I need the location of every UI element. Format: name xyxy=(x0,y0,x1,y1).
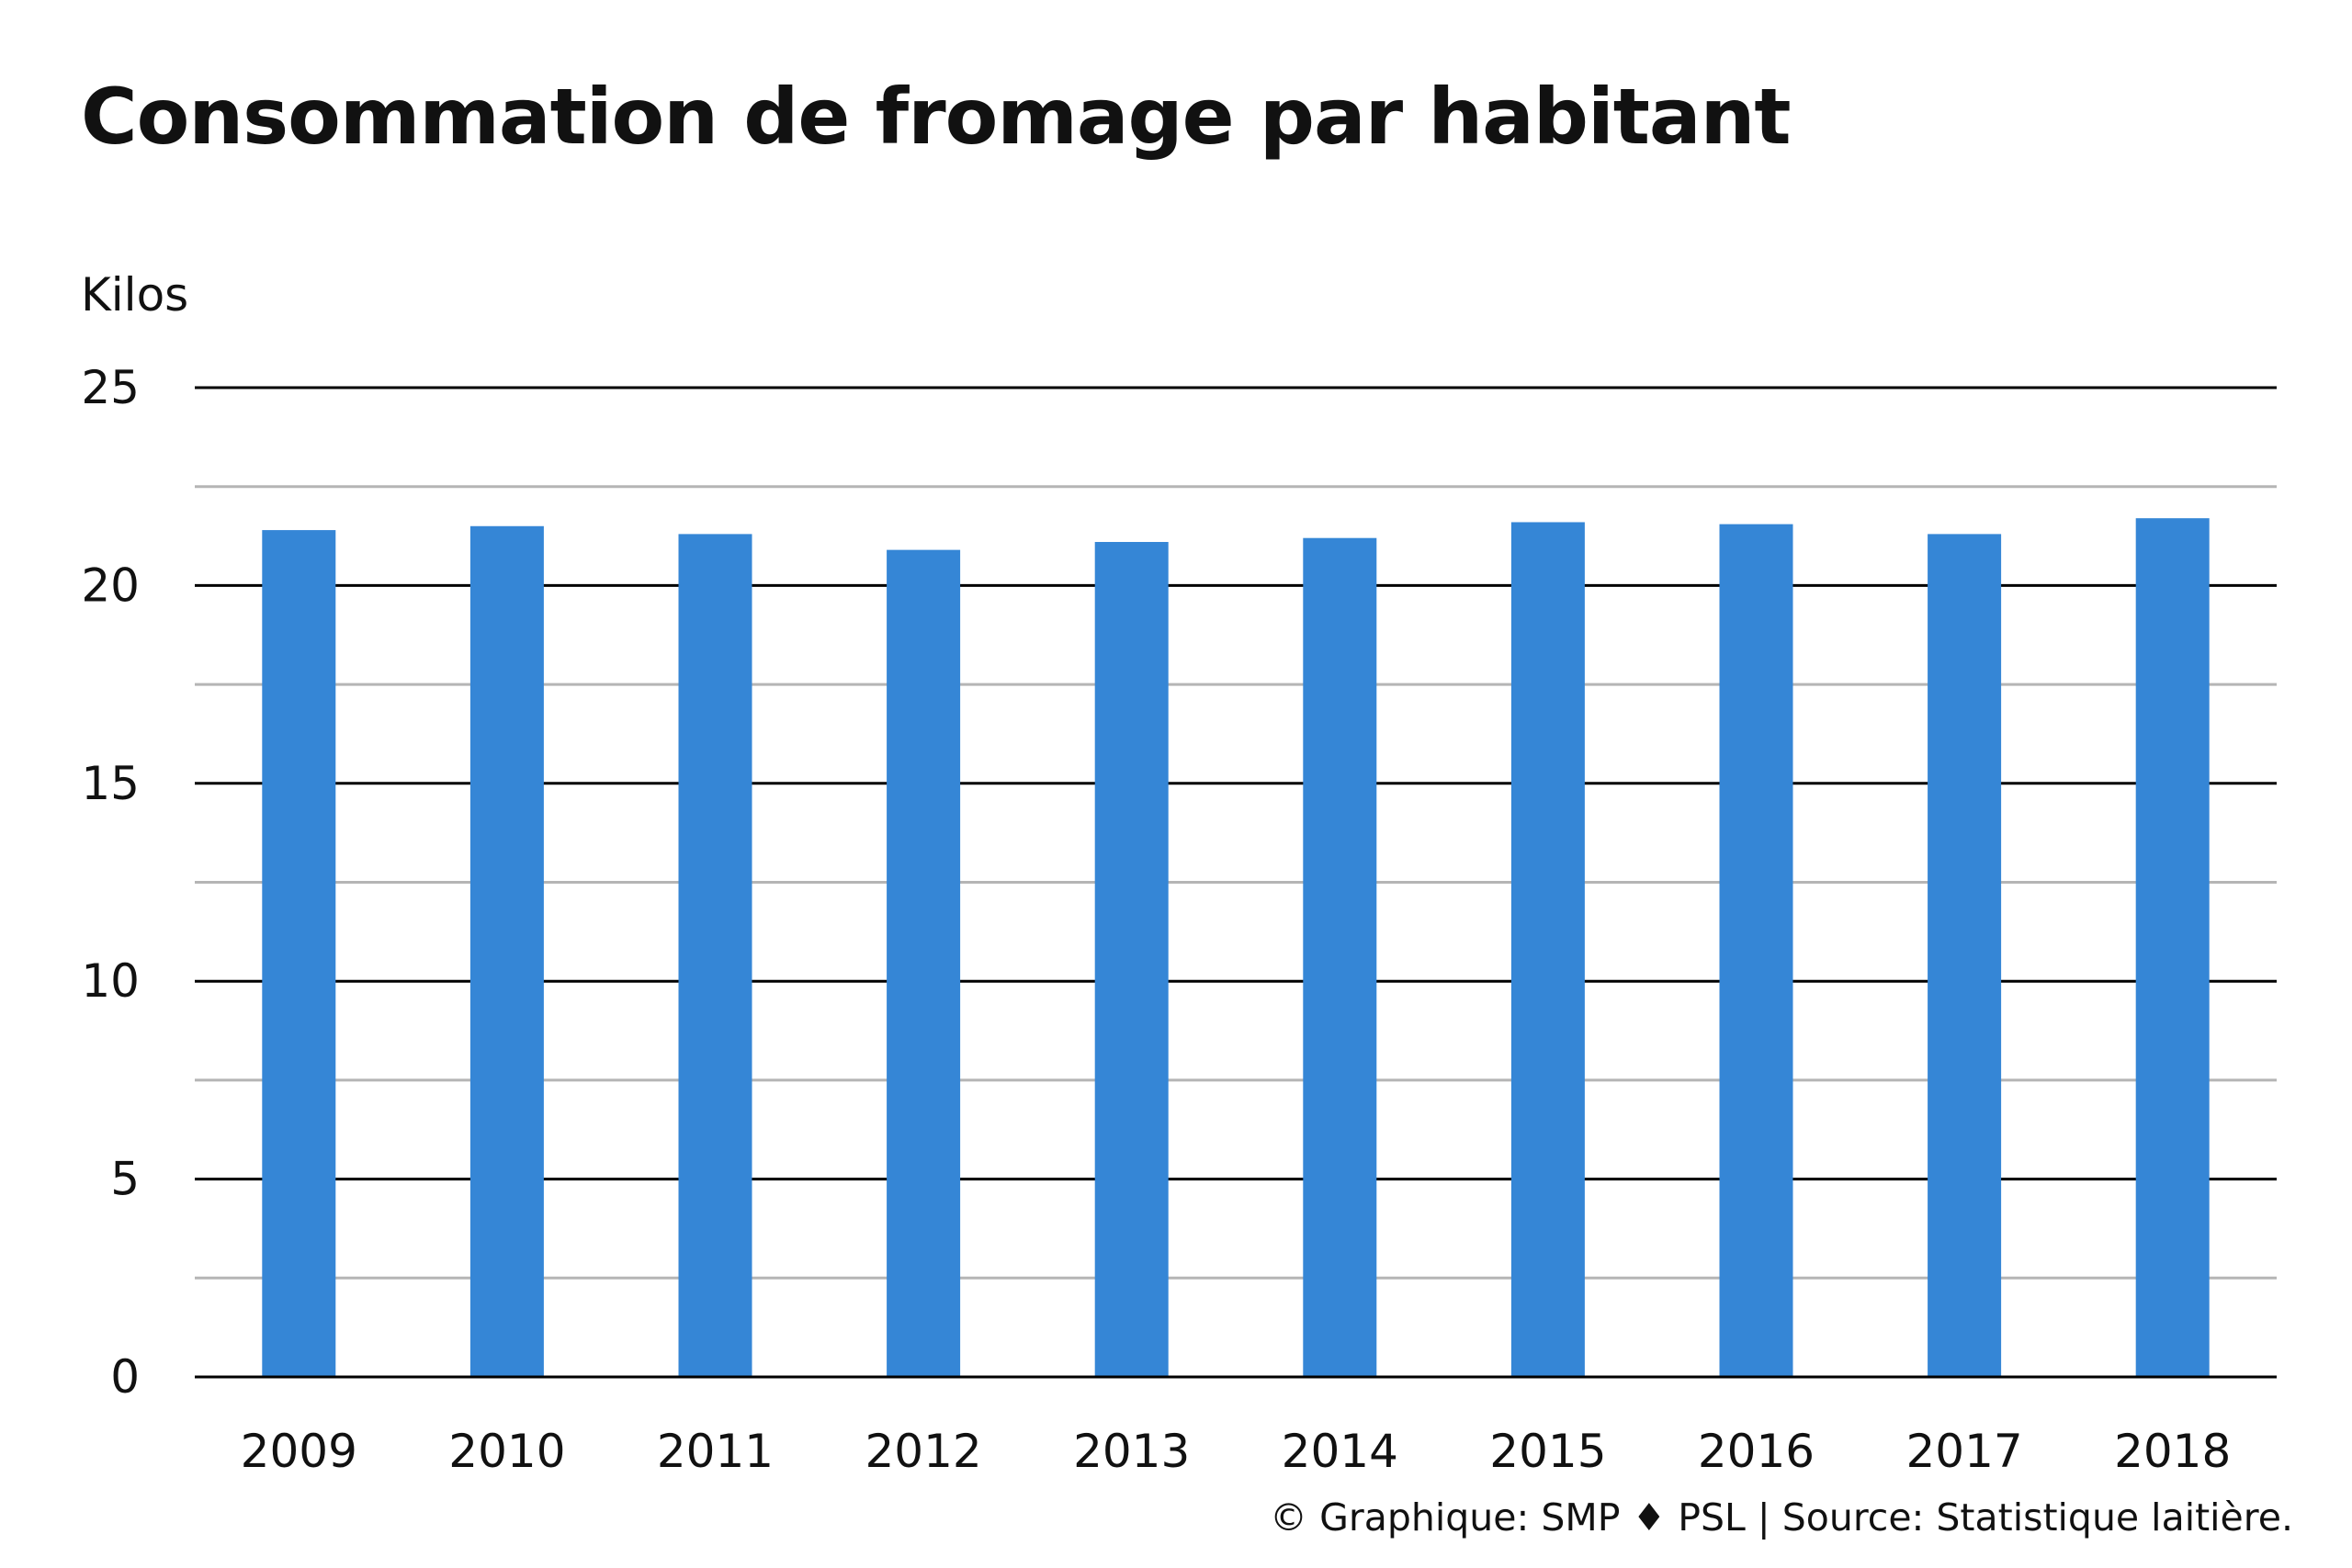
y-tick-label: 5 xyxy=(110,1153,140,1206)
y-axis-unit-label: Kilos xyxy=(81,268,189,321)
y-tick-label: 15 xyxy=(81,757,140,810)
bar-2015 xyxy=(1510,522,1585,1377)
bar-2013 xyxy=(1094,542,1169,1377)
source-credit: © Graphique: SMP ♦ PSL | Source: Statist… xyxy=(1270,1495,2293,1540)
x-tick-label: 2015 xyxy=(1489,1425,1606,1478)
y-tick-label: 10 xyxy=(81,954,140,1008)
x-tick-label: 2013 xyxy=(1073,1425,1190,1478)
y-tick-labels: 0 5 10 15 20 25 xyxy=(81,361,140,1404)
bar-2014 xyxy=(1303,537,1377,1377)
x-tick-label: 2012 xyxy=(865,1425,981,1478)
y-tick-label: 25 xyxy=(81,361,140,414)
x-tick-label: 2010 xyxy=(448,1425,565,1478)
x-tick-label: 2011 xyxy=(657,1425,774,1478)
bar-2012 xyxy=(887,549,961,1377)
bar-2009 xyxy=(262,530,336,1377)
x-tick-label: 2018 xyxy=(2114,1425,2231,1478)
x-tick-label: 2014 xyxy=(1282,1425,1398,1478)
chart-title: Consommation de fromage par habitant xyxy=(81,72,1792,162)
x-tick-label: 2016 xyxy=(1698,1425,1815,1478)
y-tick-label: 0 xyxy=(110,1350,140,1404)
bar-2011 xyxy=(678,534,752,1377)
y-tick-label: 20 xyxy=(81,558,140,612)
bar-2016 xyxy=(1719,524,1793,1377)
bar-series xyxy=(195,518,2277,1379)
x-tick-label: 2009 xyxy=(241,1425,357,1478)
bar-2018 xyxy=(2135,518,2210,1377)
bar-2010 xyxy=(469,525,544,1377)
x-tick-label: 2017 xyxy=(1905,1425,2022,1478)
bar-2017 xyxy=(1928,534,2002,1377)
x-tick-labels: 2009 2010 2011 2012 2013 2014 2015 2016 2017 2018 xyxy=(241,1425,2232,1478)
